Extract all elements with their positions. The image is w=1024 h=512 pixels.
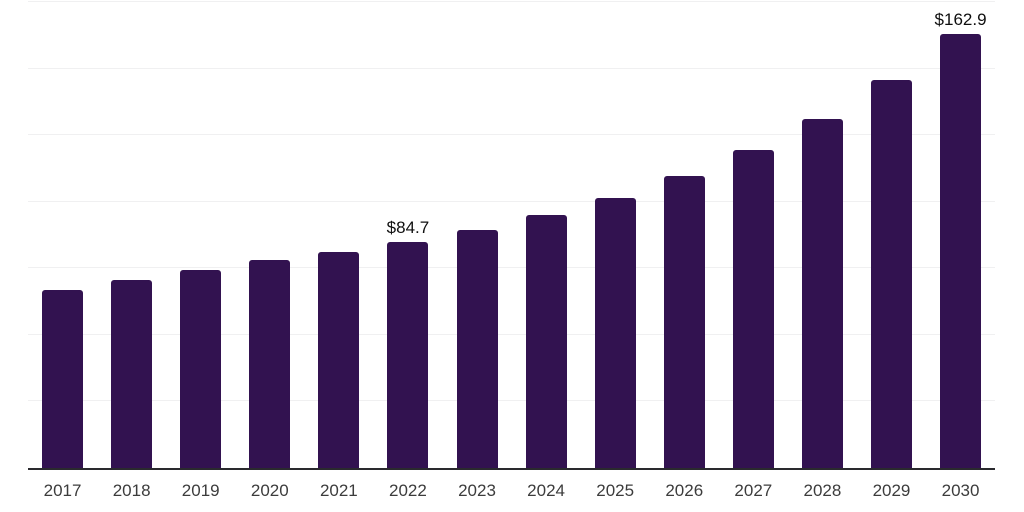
- bar-2019[interactable]: [180, 269, 222, 468]
- bar-slot-2029: [857, 2, 926, 468]
- x-axis-labels: 2017 2018 2019 2020 2021 2022 2023 2024 2025 2026…: [28, 481, 995, 501]
- x-tick-2030: 2030: [941, 481, 980, 500]
- bar-2030[interactable]: [940, 34, 982, 468]
- bar-2028[interactable]: [801, 119, 843, 468]
- gridline: [28, 67, 995, 69]
- x-tick-2018: 2018: [112, 481, 151, 500]
- bar-slot-2030: $162.9: [926, 2, 995, 468]
- x-tick-2024: 2024: [527, 481, 565, 500]
- x-tick-2026: 2026: [665, 481, 704, 500]
- plot-area: $84.7 $162.9: [28, 1, 995, 470]
- bar-slot-2020: [235, 2, 304, 468]
- bar-2024[interactable]: [525, 214, 567, 468]
- bar-2026[interactable]: [663, 176, 705, 468]
- bar-slot-2017: [28, 2, 97, 468]
- bar-slot-2019: [166, 2, 235, 468]
- bar-slot-2025: [581, 2, 650, 468]
- bar-slot-2026: [650, 2, 719, 468]
- gridline: [28, 267, 995, 269]
- gridline: [28, 400, 995, 402]
- gridline: [28, 134, 995, 136]
- bars-container: $84.7 $162.9: [28, 2, 995, 468]
- bar-2020[interactable]: [249, 260, 291, 468]
- bar-2022[interactable]: [387, 242, 429, 468]
- x-tick-2019: 2019: [181, 481, 220, 500]
- bar-value-label-2030: $162.9: [934, 10, 987, 30]
- bar-slot-2022: $84.7: [373, 2, 442, 468]
- bar-2027[interactable]: [732, 150, 774, 468]
- x-tick-2022: 2022: [389, 481, 427, 500]
- x-tick-2028: 2028: [803, 481, 842, 500]
- bar-slot-2018: [97, 2, 166, 468]
- bar-slot-2027: [719, 2, 788, 468]
- bar-slot-2021: [304, 2, 373, 468]
- x-tick-2021: 2021: [319, 481, 358, 500]
- x-tick-2020: 2020: [250, 481, 289, 500]
- bar-2029[interactable]: [870, 80, 912, 468]
- gridline: [28, 1, 995, 2]
- x-tick-2025: 2025: [596, 481, 635, 500]
- x-tick-2023: 2023: [458, 481, 496, 500]
- bar-value-label-2022: $84.7: [386, 218, 430, 238]
- bar-2023[interactable]: [456, 229, 498, 468]
- bar-2018[interactable]: [111, 280, 153, 468]
- bar-2025[interactable]: [594, 198, 636, 468]
- bar-2017[interactable]: [42, 289, 84, 468]
- gridline: [28, 333, 995, 335]
- x-tick-2027: 2027: [734, 481, 773, 500]
- gridline: [28, 200, 995, 202]
- x-tick-2029: 2029: [872, 481, 911, 500]
- bar-slot-2023: [442, 2, 511, 468]
- x-tick-2017: 2017: [43, 481, 82, 500]
- bar-slot-2024: [512, 2, 581, 468]
- bar-2021[interactable]: [318, 251, 360, 468]
- bar-slot-2028: [788, 2, 857, 468]
